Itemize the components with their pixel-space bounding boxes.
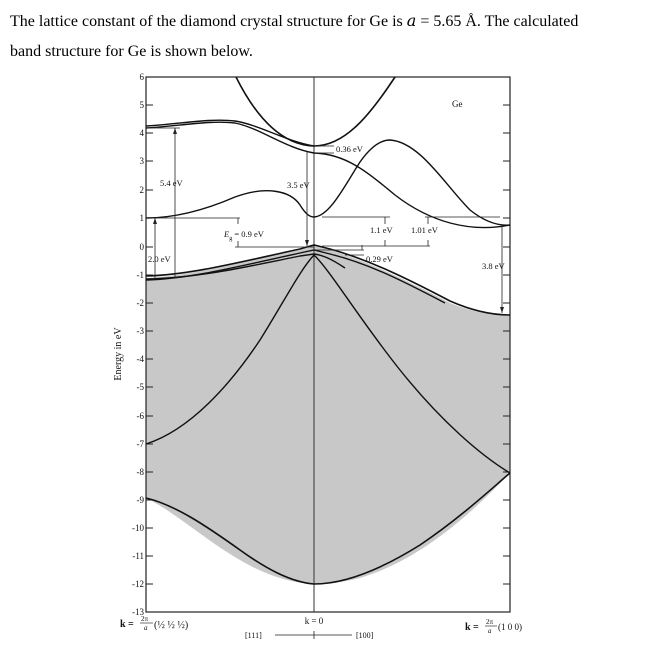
annotation-2-0-ev: 2.0 eV [148,254,172,264]
annotation-5-4-ev: 5.4 eV [160,178,184,188]
material-label: Ge [452,99,463,109]
x-left-k: k = [120,619,134,630]
eg-subscript: g [229,236,232,242]
band-valence-lower-left [145,254,511,474]
x-axis-labels: k = 2π a (½ ½ ½) k = 0 k = 2π a (1 0 0) … [120,615,522,640]
intro-text-suffix: . The calculated [476,13,579,30]
band-valence-bottom [145,472,511,585]
y-tick: 5 [140,100,145,110]
intro-text: The lattice constant of the diamond crys… [10,13,407,30]
y-tick: -11 [132,551,144,561]
x-label-center: k = 0 [305,616,324,626]
y-tick: 1 [140,213,145,223]
plot-frame [145,76,511,613]
annotation-1-01-ev: 1.01 eV [411,225,439,235]
y-tick: -1 [137,270,145,280]
y-tick: -7 [137,439,145,449]
x-right-num: 2π [486,618,494,626]
y-tick-labels: 6 5 4 3 2 1 0 -1 -2 -3 -4 -5 -6 -7 -8 -9… [132,72,145,617]
x-label-right: k = 2π a (1 0 0) [465,618,522,635]
direction-111: [111] [245,631,262,640]
x-right-k: k = [465,622,479,633]
x-right-den: a [488,627,492,635]
y-tick: 4 [140,128,145,138]
valence-band-shading [146,246,510,584]
x-left-den: a [144,624,148,632]
band-valence-heavy-hole [145,244,511,316]
lattice-value: = 5.65 Å [416,13,477,30]
band-conduction-2 [145,139,511,226]
annotation-lines [146,127,503,313]
x-right-vec: (1 0 0) [498,622,522,632]
lattice-variable: a [406,11,417,30]
y-tick: -13 [132,607,144,617]
annotation-3-8-ev: 3.8 eV [482,261,506,271]
band-conduction-3a [145,119,315,147]
y-tick: 3 [140,156,145,166]
y-tick: 6 [140,72,145,82]
y-tick: -6 [137,411,145,421]
direction-100: [100] [356,631,374,640]
annotation-texts: 5.4 eV 2.0 eV Eg = 0.9 eV 3.5 eV 0.36 eV… [148,99,506,271]
band-conduction-3b [145,121,511,229]
annotation-arrowheads [153,128,504,313]
eg-value: = 0.9 eV [232,229,265,239]
x-left-vec: (½ ½ ½) [154,620,188,631]
x-left-num: 2π [141,615,149,623]
y-tick: -5 [137,382,145,392]
annotation-0-36-ev: 0.36 eV [336,144,364,154]
annotation-0-29-ev: 0.29 eV [366,254,394,264]
y-tick: 0 [140,242,145,252]
annotation-1-1-ev: 1.1 eV [370,225,394,235]
y-tick: -12 [132,579,144,589]
band-valence-split-off [145,253,346,280]
y-tick: -8 [137,467,145,477]
eg-symbol: E [223,229,230,239]
y-tick: -3 [137,326,145,336]
band-upper-parabola [235,76,396,147]
intro-line-2: band structure for Ge is shown below. [10,43,253,60]
intro-line-1: The lattice constant of the diamond crys… [10,6,660,37]
y-tick: -4 [137,354,145,364]
x-label-left: k = 2π a (½ ½ ½) [120,615,188,632]
annotation-eg: Eg = 0.9 eV [223,229,265,242]
annotation-3-5-ev: 3.5 eV [287,180,311,190]
y-axis-label: Energy in eV [113,327,124,381]
y-tick: -9 [137,495,145,505]
y-tick: 2 [140,185,145,195]
problem-statement: The lattice constant of the diamond crys… [10,6,660,67]
y-tick: -2 [137,298,145,308]
y-tick: -10 [132,523,144,533]
